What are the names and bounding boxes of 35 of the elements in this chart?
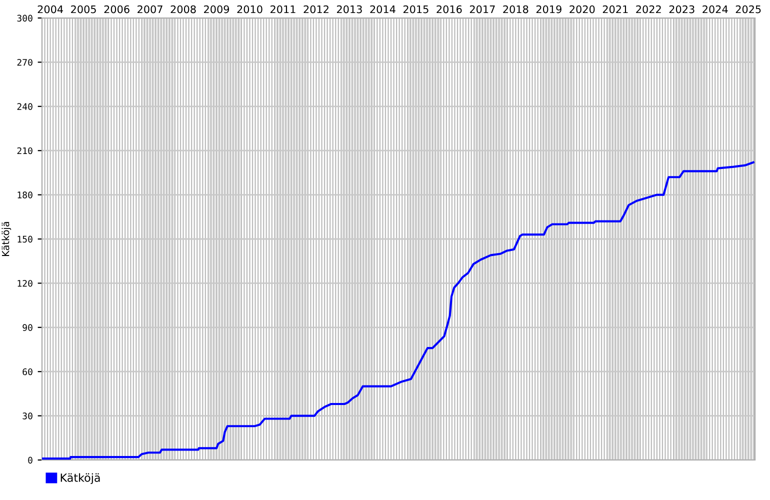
x-tick-label: 2004 <box>38 5 63 14</box>
x-tick-label: 2006 <box>104 5 130 14</box>
y-tick-label: 270 <box>17 58 32 66</box>
x-tick-label: 2009 <box>204 5 230 14</box>
y-tick-label: 240 <box>17 103 32 110</box>
x-tick-label: 2018 <box>503 5 528 14</box>
x-tick-label: 2015 <box>403 5 428 14</box>
x-tick-label: 2005 <box>71 5 96 14</box>
y-tick-label: 120 <box>18 280 32 287</box>
x-tick-label: 2021 <box>602 5 628 14</box>
y-tick-label: 0 <box>28 456 32 464</box>
x-tick-label: 2013 <box>336 5 362 14</box>
y-tick-label: 300 <box>17 14 32 22</box>
x-tick-label: 2011 <box>270 5 296 14</box>
x-tick-label: 2017 <box>470 5 495 14</box>
y-axis-title: Kätköjä <box>2 222 12 256</box>
x-tick-label: 2014 <box>370 5 396 14</box>
x-tick-label: 2022 <box>636 5 661 14</box>
x-tick-label: 2007 <box>138 5 162 14</box>
x-tick-label: 2024 <box>702 5 728 14</box>
x-tick-label: 2012 <box>304 5 328 14</box>
x-tick-label: 2025 <box>736 5 761 14</box>
x-tick-label: 2008 <box>170 5 196 14</box>
x-tick-label: 2023 <box>669 5 694 14</box>
x-tick-label: 2019 <box>536 5 562 14</box>
y-tick-label: 180 <box>18 192 32 198</box>
legend-label: Kätköjä <box>60 473 100 484</box>
y-tick-label: 90 <box>22 324 32 331</box>
y-tick-label: 60 <box>22 368 32 376</box>
y-tick-label: 30 <box>22 412 32 420</box>
x-tick-label: 2020 <box>570 5 595 14</box>
x-tick-label: 2016 <box>436 5 462 14</box>
y-tick-label: 150 <box>18 236 32 243</box>
y-tick-label: 210 <box>17 147 32 154</box>
x-tick-label: 2010 <box>237 5 262 14</box>
